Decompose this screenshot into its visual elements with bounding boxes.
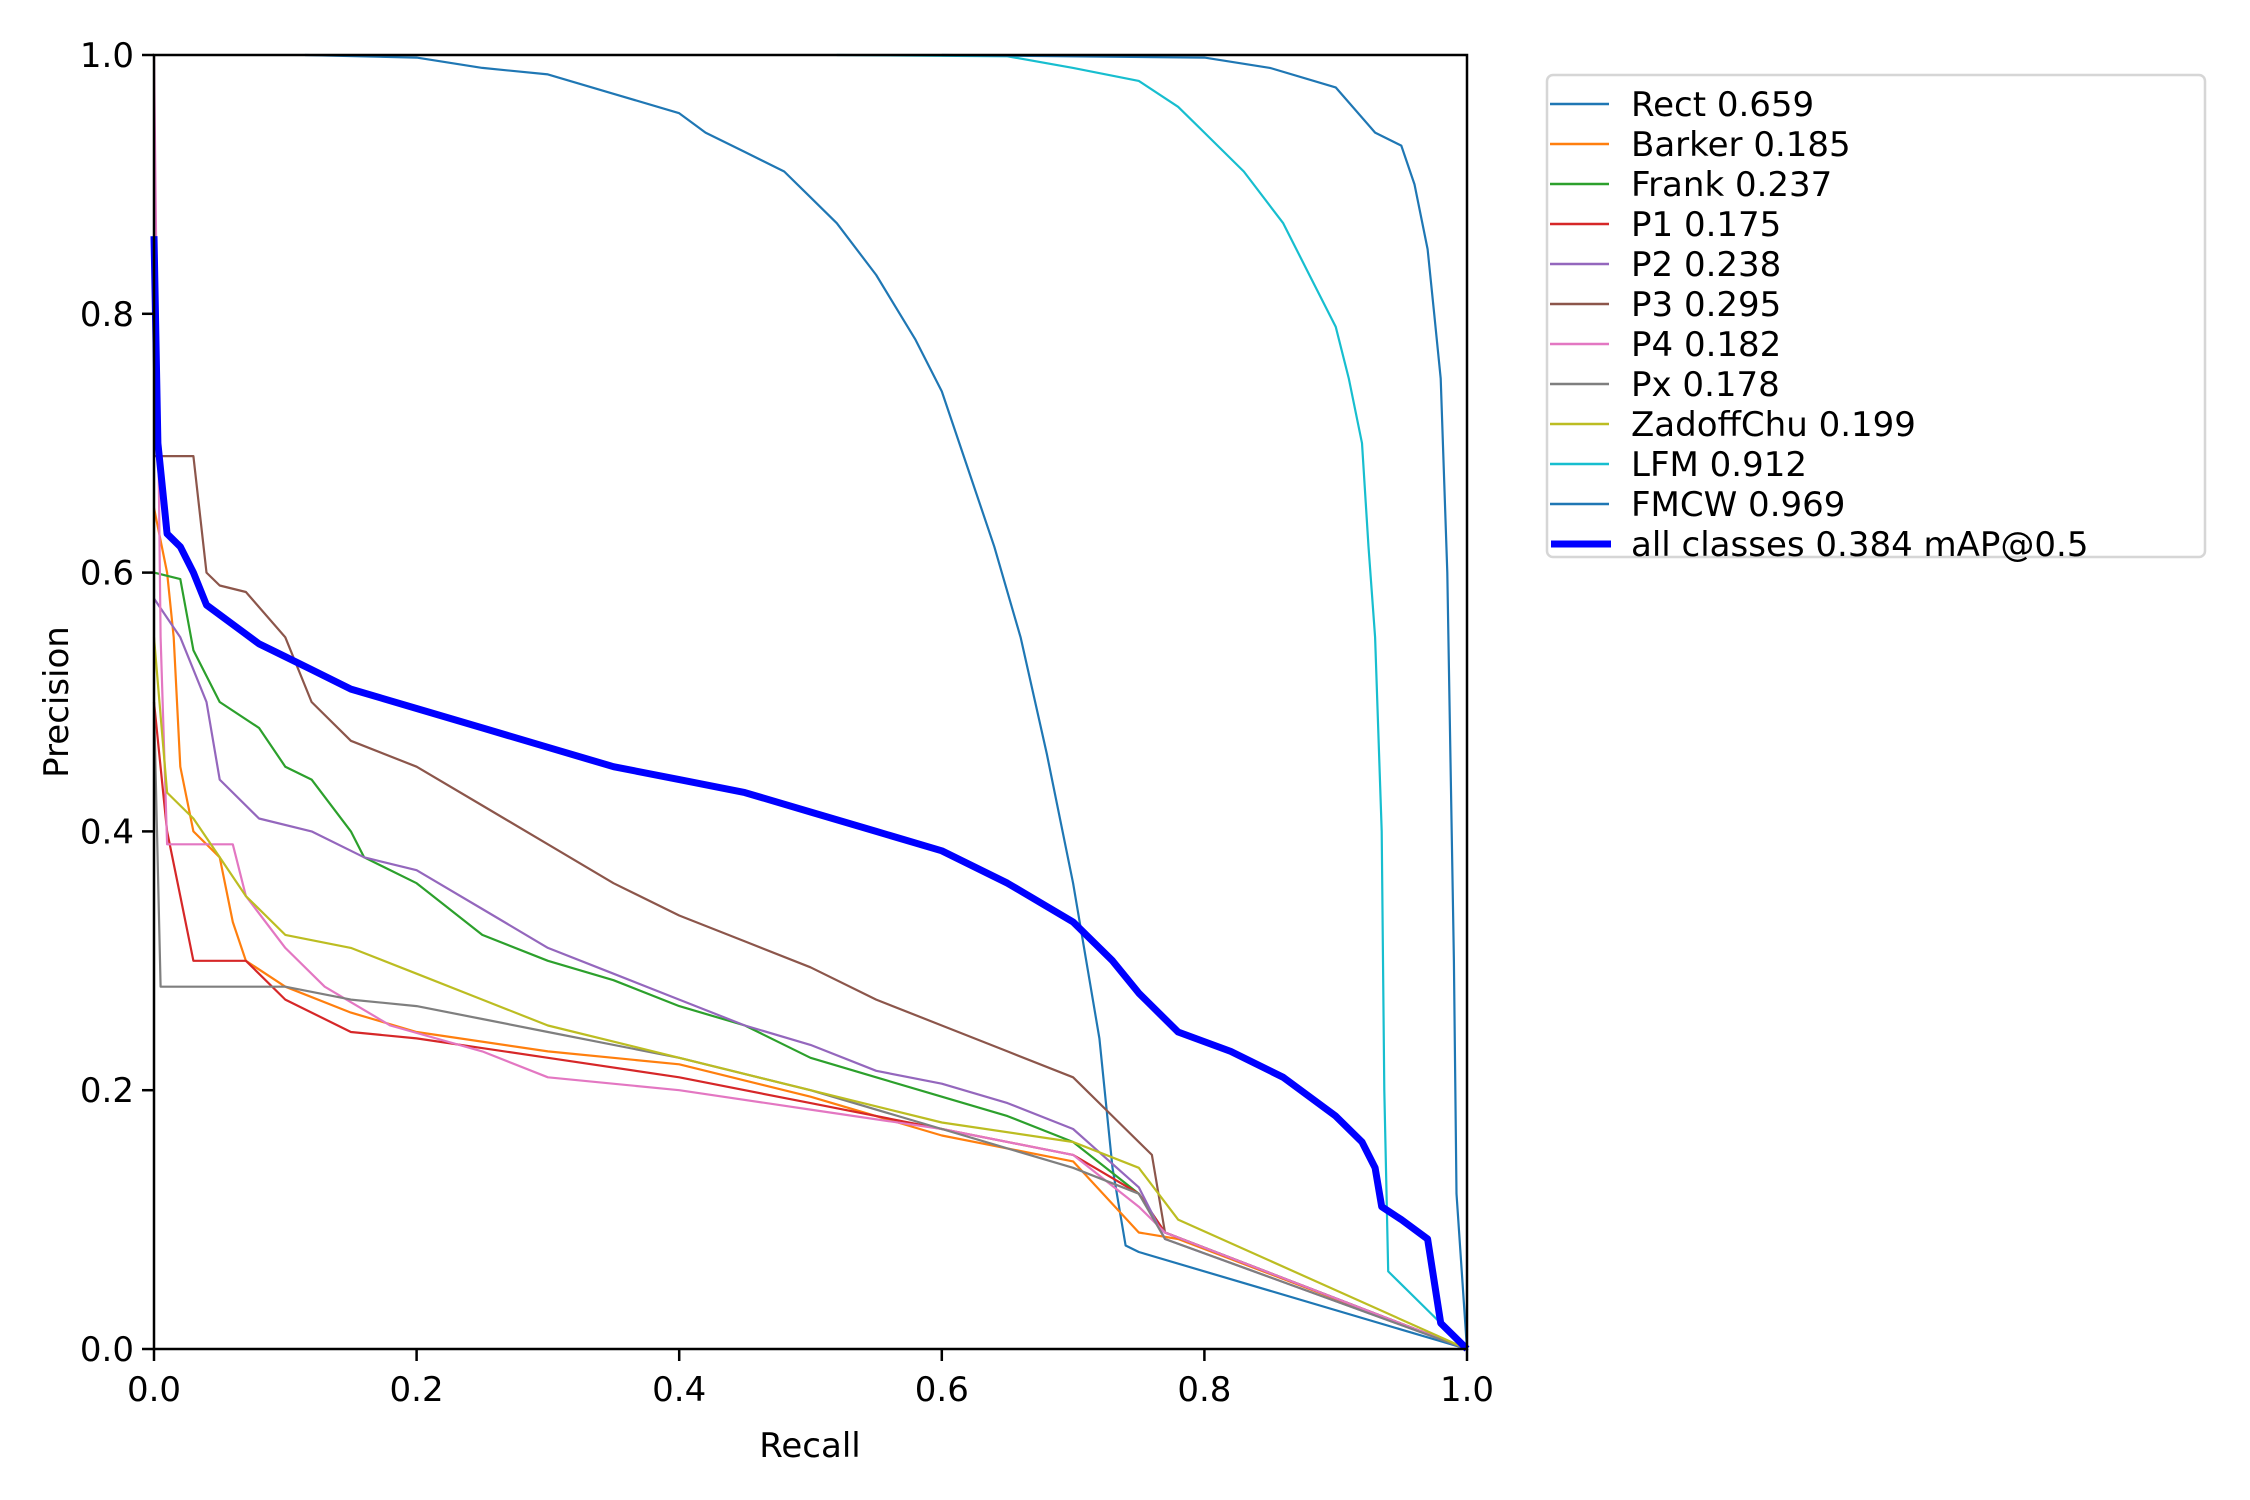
legend-label: P3 0.295 [1631, 285, 1781, 325]
series-line-p3 [154, 455, 1468, 1351]
y-tick-label: 0.4 [80, 812, 134, 852]
y-tick-label: 0.2 [80, 1071, 134, 1111]
legend-item: Px 0.178 [1550, 365, 1780, 405]
legend-label: Px 0.178 [1631, 365, 1780, 405]
series-line-p1 [152, 701, 1468, 1351]
series-line-zadoffchu [152, 637, 1468, 1351]
series-line-frank [153, 571, 1468, 1351]
y-tick-label: 1.0 [80, 36, 134, 76]
legend-item: FMCW 0.969 [1550, 485, 1845, 525]
x-tick-label: 0.8 [1177, 1370, 1231, 1410]
series-lines [150, 53, 1470, 1352]
legend-item: all classes 0.384 mAP@0.5 [1551, 525, 2088, 565]
x-axis-label: Recall [759, 1426, 860, 1466]
legend-label: all classes 0.384 mAP@0.5 [1631, 525, 2088, 565]
x-tick-label: 0.0 [127, 1370, 181, 1410]
series-line-p4 [152, 54, 1468, 1351]
y-tick-label: 0.6 [80, 554, 134, 594]
series-line-all [150, 236, 1470, 1352]
legend-label: Barker 0.185 [1631, 125, 1851, 165]
legend-item: P4 0.182 [1550, 325, 1781, 365]
legend-label: P1 0.175 [1631, 205, 1781, 245]
x-tick-label: 1.0 [1440, 1370, 1494, 1410]
series-line-fmcw [941, 53, 1469, 1350]
y-tick-label: 0.0 [80, 1330, 134, 1370]
legend-item: LFM 0.912 [1550, 445, 1807, 485]
legend-item: P1 0.175 [1550, 205, 1781, 245]
y-axis-ticks: 0.0 0.2 0.4 0.6 0.8 1.0 [80, 36, 154, 1370]
legend-label: LFM 0.912 [1631, 445, 1807, 485]
legend-item: P2 0.238 [1550, 245, 1781, 285]
legend-item: Barker 0.185 [1550, 125, 1851, 165]
y-axis-label: Precision [37, 626, 77, 778]
legend-item: Rect 0.659 [1550, 85, 1814, 125]
legend-label: ZadoffChu 0.199 [1631, 405, 1916, 445]
legend-label: Rect 0.659 [1631, 85, 1814, 125]
x-tick-label: 0.6 [915, 1370, 969, 1410]
legend-label: Frank 0.237 [1631, 165, 1832, 205]
legend-label: FMCW 0.969 [1631, 485, 1845, 525]
legend-item: ZadoffChu 0.199 [1550, 405, 1916, 445]
legend-item: Frank 0.237 [1550, 165, 1832, 205]
series-line-px [152, 701, 1468, 1351]
legend-box [1545, 73, 2207, 559]
legend-label: P4 0.182 [1631, 325, 1781, 365]
legend-label: P2 0.238 [1631, 245, 1781, 285]
y-tick-label: 0.8 [80, 295, 134, 335]
series-line-rect [304, 53, 1468, 1351]
plot-frame [152, 53, 1469, 1351]
legend-item: P3 0.295 [1550, 285, 1781, 325]
x-tick-label: 0.2 [390, 1370, 444, 1410]
series-line-barker [152, 507, 1468, 1351]
x-tick-label: 0.4 [652, 1370, 706, 1410]
series-line-p2 [153, 597, 1468, 1351]
x-axis-ticks: 0.0 0.2 0.4 0.6 0.8 1.0 [127, 1349, 1494, 1410]
series-line-lfm [836, 53, 1468, 1350]
